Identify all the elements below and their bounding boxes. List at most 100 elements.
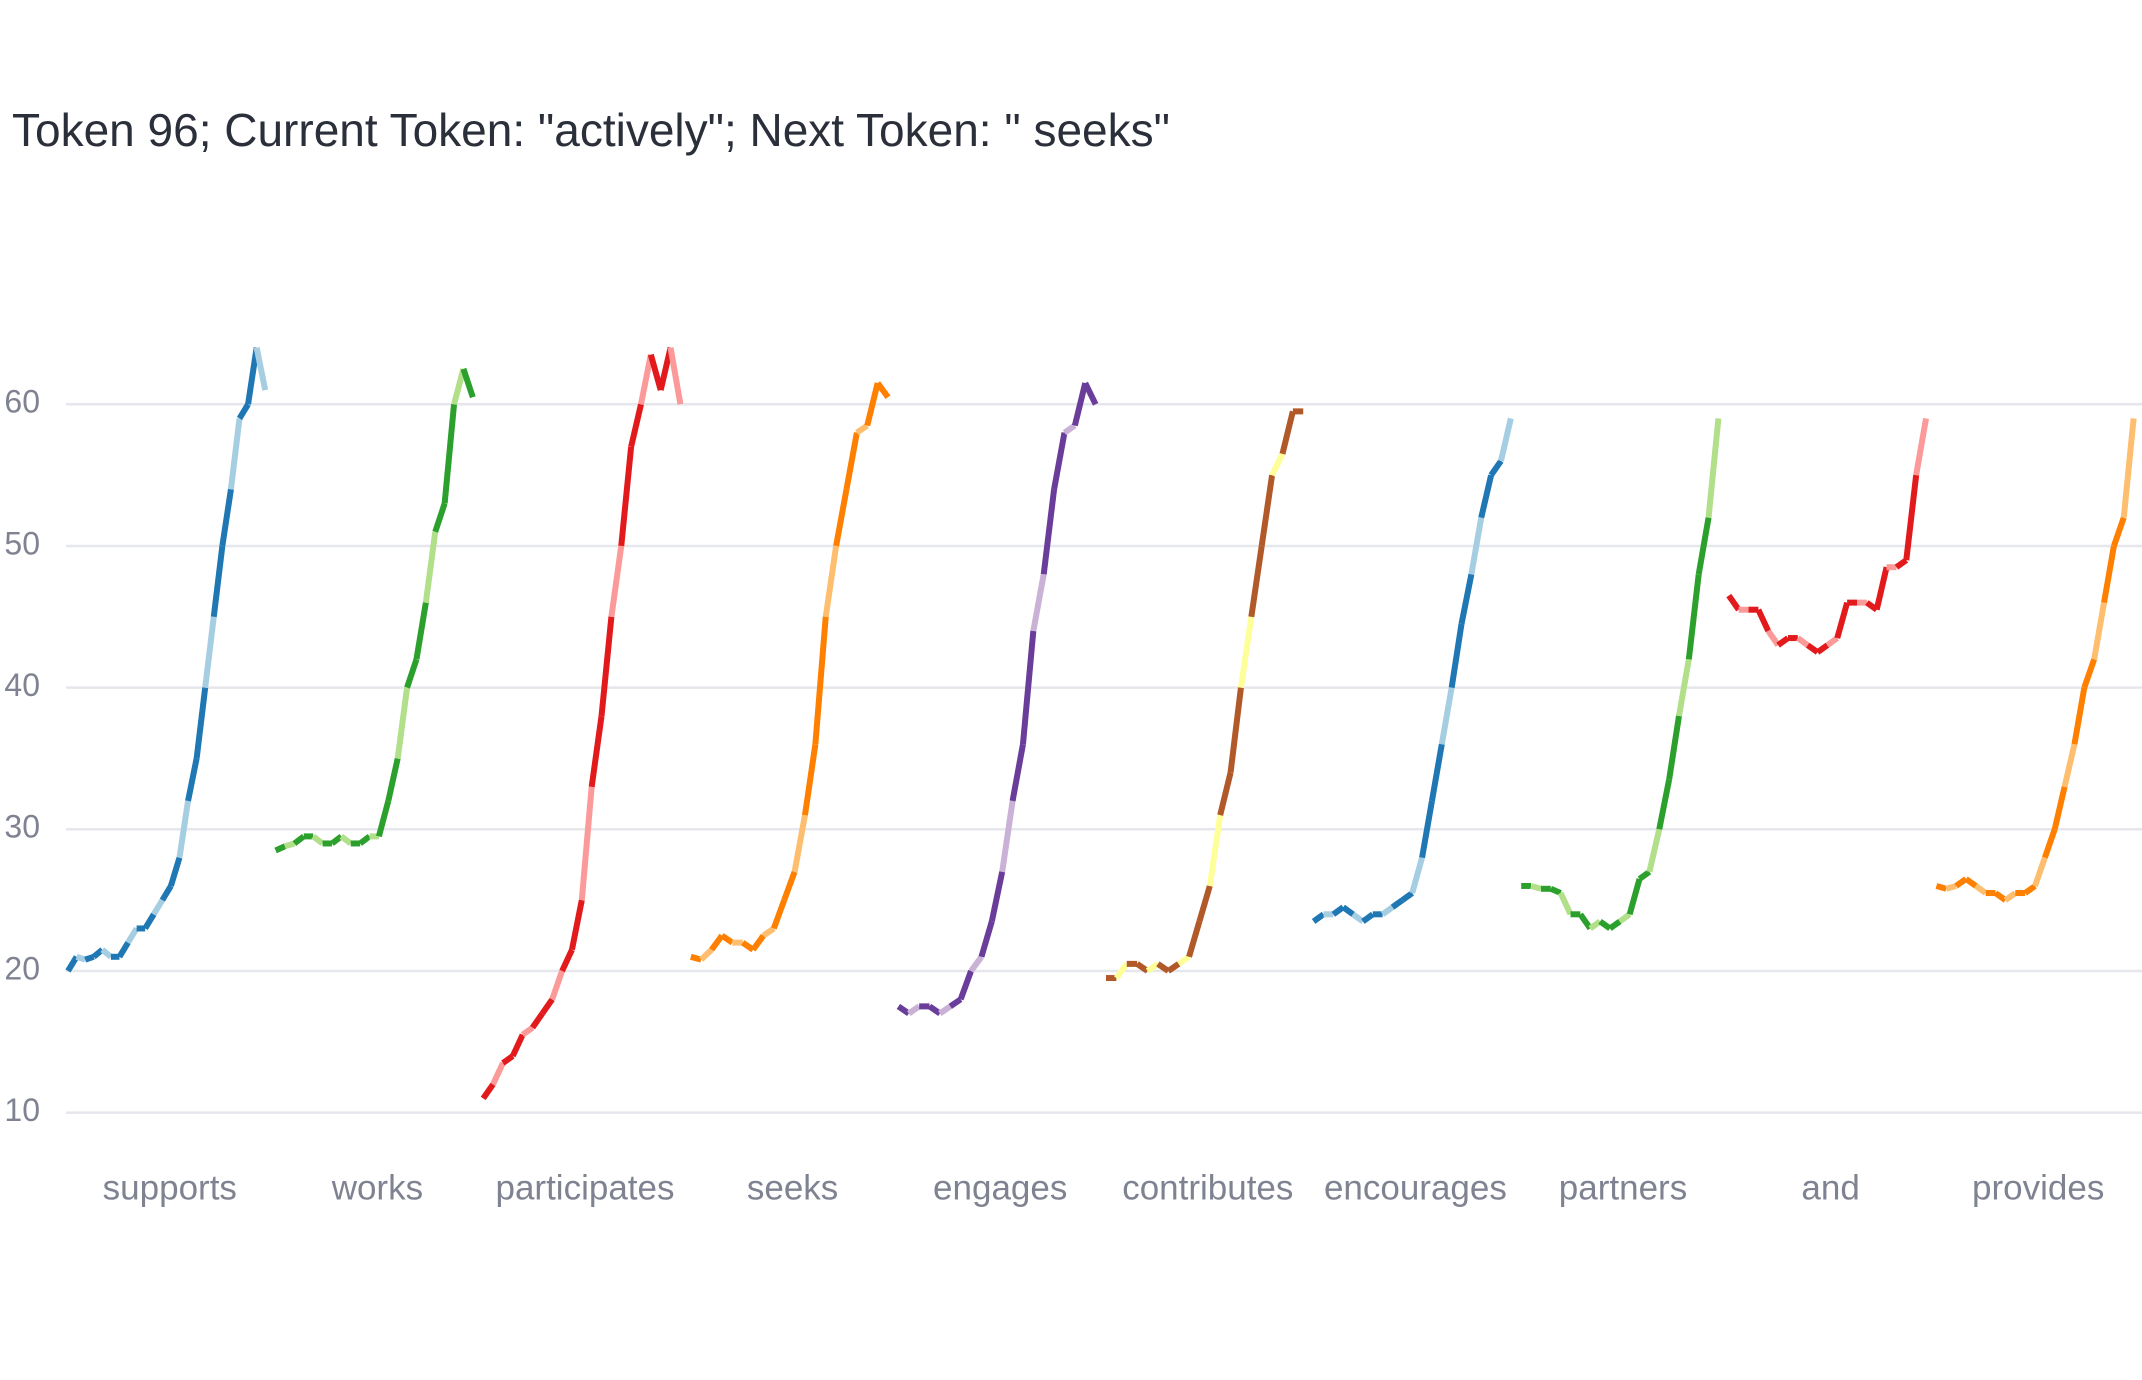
line-segment bbox=[1227, 687, 1244, 773]
y-tick-label: 20 bbox=[4, 950, 40, 986]
line-segment bbox=[1237, 616, 1255, 689]
line-segment bbox=[460, 367, 476, 399]
line-segment bbox=[1755, 608, 1771, 633]
line-segment bbox=[750, 933, 766, 952]
line-segment bbox=[761, 925, 776, 939]
line-segment bbox=[569, 899, 585, 951]
line-segment bbox=[1082, 381, 1099, 406]
line-segment bbox=[1428, 743, 1445, 802]
line-segment bbox=[618, 446, 635, 547]
y-tick-label: 10 bbox=[4, 1092, 40, 1128]
line-segment bbox=[142, 912, 157, 931]
line-segment bbox=[1676, 658, 1692, 717]
line-segment bbox=[1618, 911, 1632, 924]
line-segment bbox=[1145, 961, 1160, 974]
line-segment bbox=[1796, 635, 1810, 648]
line-segment bbox=[422, 531, 439, 604]
line-segment bbox=[802, 743, 819, 816]
line-segment bbox=[2081, 658, 2098, 689]
line-segment bbox=[1458, 573, 1475, 625]
line-segment bbox=[699, 947, 714, 962]
line-segment bbox=[1805, 642, 1820, 655]
line-segment bbox=[84, 953, 95, 963]
line-segment bbox=[1419, 800, 1435, 859]
line-segment bbox=[1530, 883, 1542, 892]
line-segment bbox=[358, 833, 372, 846]
line-segment bbox=[781, 870, 798, 902]
line-segment bbox=[176, 800, 192, 859]
line-segment bbox=[588, 715, 605, 788]
line-segment bbox=[1964, 876, 1978, 889]
line-segment bbox=[638, 354, 654, 405]
line-segment bbox=[539, 997, 555, 1016]
line-segment bbox=[185, 757, 200, 802]
line-segment bbox=[1894, 557, 1909, 570]
line-segment bbox=[1993, 890, 2008, 903]
y-tick-label: 40 bbox=[4, 667, 40, 703]
line-segment bbox=[771, 899, 788, 930]
line-segment bbox=[339, 833, 353, 846]
line-segment bbox=[1341, 904, 1355, 917]
line-segment bbox=[91, 947, 105, 960]
line-segment bbox=[116, 941, 131, 959]
line-segment bbox=[2032, 856, 2048, 887]
line-segment bbox=[125, 926, 140, 945]
x-tick-label: works bbox=[331, 1168, 423, 1207]
line-segment bbox=[957, 969, 974, 1001]
line-segment bbox=[1637, 869, 1652, 882]
line-segment bbox=[1656, 779, 1673, 830]
line-segment bbox=[1206, 814, 1224, 887]
line-segment bbox=[1488, 459, 1504, 477]
line-segment bbox=[1588, 918, 1602, 931]
line-segment bbox=[1176, 954, 1191, 967]
line-segment bbox=[1695, 517, 1712, 575]
line-segment bbox=[245, 347, 260, 405]
line-segment bbox=[855, 423, 869, 436]
line-segment bbox=[1390, 897, 1405, 910]
line-segment bbox=[598, 616, 615, 717]
x-tick-label: participates bbox=[496, 1168, 675, 1207]
line-segment bbox=[1478, 474, 1495, 519]
x-tick-label: provides bbox=[1972, 1168, 2104, 1207]
line-segment bbox=[1945, 883, 1957, 892]
chart-title: Token 96; Current Token: "actively"; Nex… bbox=[12, 104, 1170, 156]
line-segment bbox=[1019, 630, 1037, 745]
line-segment bbox=[1279, 410, 1296, 455]
line-segment bbox=[833, 488, 850, 547]
line-segment bbox=[1156, 961, 1170, 974]
x-tick-label: seeks bbox=[747, 1168, 838, 1207]
y-tick-label: 50 bbox=[4, 525, 40, 561]
y-tick-label: 30 bbox=[4, 809, 40, 845]
line-segment bbox=[978, 920, 995, 958]
line-segment bbox=[1666, 715, 1682, 781]
x-tick-label: contributes bbox=[1122, 1168, 1293, 1207]
line-segment bbox=[1040, 488, 1058, 575]
line-segment bbox=[1448, 623, 1465, 689]
x-tick-label: engages bbox=[933, 1168, 1067, 1207]
line-segment bbox=[1258, 474, 1276, 547]
line-segment bbox=[2023, 883, 2037, 896]
line-segment bbox=[948, 996, 963, 1009]
line-segment bbox=[791, 814, 808, 873]
line-segment bbox=[812, 616, 829, 745]
line-segment bbox=[404, 658, 420, 689]
line-segment bbox=[1498, 417, 1514, 462]
line-segment bbox=[510, 1033, 526, 1058]
line-segment bbox=[1608, 918, 1622, 931]
line-segment bbox=[480, 1082, 496, 1101]
line-segment bbox=[628, 403, 644, 448]
line-segment bbox=[2051, 786, 2068, 830]
line-segment bbox=[451, 368, 467, 406]
line-segment bbox=[843, 432, 860, 490]
line-segment bbox=[1873, 566, 1890, 611]
line-segment bbox=[1361, 911, 1375, 924]
line-segment bbox=[1776, 635, 1790, 648]
line-segment bbox=[219, 488, 234, 547]
line-segment bbox=[1726, 593, 1742, 612]
line-segment bbox=[1062, 423, 1077, 436]
x-tick-label: and bbox=[1801, 1168, 1859, 1207]
line-segment bbox=[100, 947, 113, 960]
line-segment bbox=[1834, 601, 1851, 639]
line-segment bbox=[210, 545, 226, 618]
line-segment bbox=[1974, 883, 1988, 896]
